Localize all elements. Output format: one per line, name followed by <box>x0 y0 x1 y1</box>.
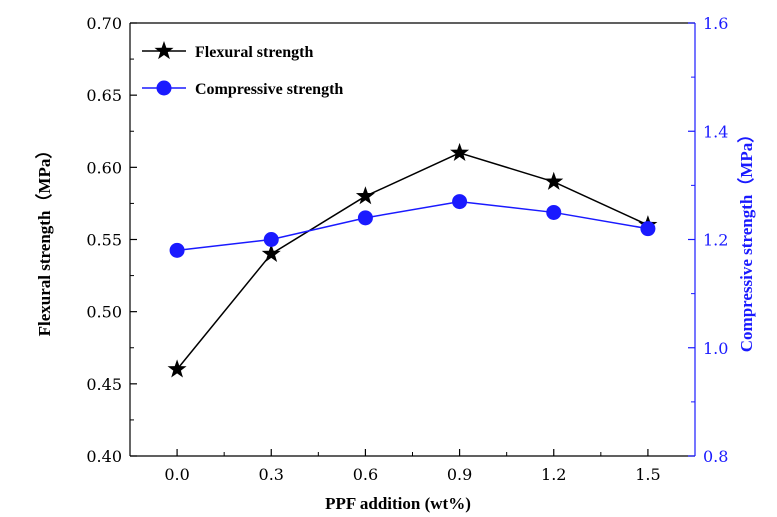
x-tick-label: 0.0 <box>164 465 189 484</box>
compressive-strength-point <box>546 204 562 220</box>
y-left-tick-label: 0.65 <box>86 86 122 105</box>
x-tick-label: 0.9 <box>447 465 472 484</box>
x-tick-label: 1.5 <box>635 465 660 484</box>
flexural-strength-point <box>450 142 470 161</box>
x-axis-label: PPF addition (wt%) <box>325 494 471 513</box>
legend-item-compressive-strength: Compressive strength <box>142 80 343 98</box>
x-tick-label: 1.2 <box>541 465 566 484</box>
x-tick-label: 0.3 <box>259 465 284 484</box>
x-tick-label: 0.6 <box>353 465 378 484</box>
flexural-strength-point <box>261 243 281 263</box>
legend-marker <box>154 41 174 60</box>
y-right-tick-label: 1.6 <box>703 14 728 33</box>
compressive-strength-point <box>452 194 468 210</box>
y-right-tick-label: 0.8 <box>703 447 728 466</box>
y-left-tick-label: 0.40 <box>86 447 122 466</box>
compressive-strength-point <box>357 210 373 226</box>
y-right-tick-label: 1.2 <box>703 231 728 250</box>
compressive-strength-point <box>640 221 656 237</box>
y-axis-left-label: Flexural strength（MPa） <box>34 142 54 337</box>
legend-label: Compressive strength <box>195 81 343 98</box>
series-compressive-strength <box>169 194 656 258</box>
y-left-tick-label: 0.45 <box>86 375 122 394</box>
flexural-strength-line <box>176 152 649 370</box>
y-left-tick-label: 0.60 <box>86 158 122 177</box>
legend-marker <box>156 80 172 96</box>
flexural-strength-point <box>544 171 564 190</box>
flexural-strength-point <box>355 186 375 205</box>
compressive-strength-point <box>169 242 185 258</box>
legend-item-flexural-strength: Flexural strength <box>142 41 313 61</box>
y-right-tick-label: 1.0 <box>703 339 728 358</box>
y-right-tick-label: 1.4 <box>703 122 728 141</box>
y-left-tick-label: 0.70 <box>86 14 122 33</box>
series-flexural-strength <box>167 142 658 378</box>
y-left-tick-label: 0.55 <box>86 231 122 250</box>
y-axis-right-label: Compressive strength（MPa） <box>736 126 756 353</box>
y-left-tick-label: 0.50 <box>86 303 122 322</box>
legend-label: Flexural strength <box>195 44 313 61</box>
compressive-strength-point <box>263 232 279 247</box>
flexural-strength-point <box>167 359 187 378</box>
compressive-strength-line <box>176 200 649 252</box>
